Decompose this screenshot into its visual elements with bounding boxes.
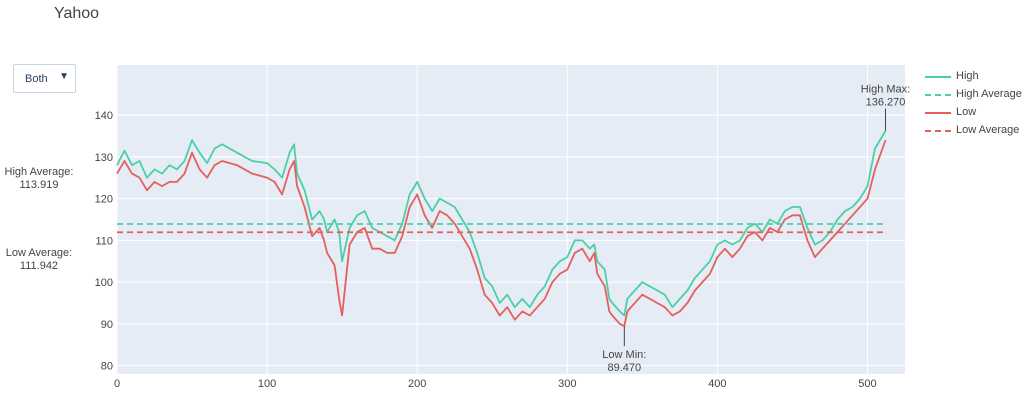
legend-label-high-average: High Average — [956, 88, 1022, 100]
legend-swatch-high-average — [925, 94, 951, 96]
series-select-dropdown[interactable]: Both ▼ — [13, 64, 76, 93]
y-tick-label: 110 — [95, 235, 113, 247]
y-tick-label: 100 — [95, 277, 113, 289]
y-tick-label: 140 — [95, 110, 113, 122]
plot-area — [117, 65, 905, 374]
high-average-value: 113.919 — [19, 179, 59, 191]
low-min-label: Low Min: — [602, 349, 646, 361]
dropdown-arrow-icon: ▼ — [59, 71, 69, 82]
high-average-annotation: High Average: 113.919 — [0, 166, 84, 192]
legend-swatch-low-average — [925, 130, 951, 132]
x-tick-label: 500 — [858, 378, 876, 390]
y-tick-label: 130 — [95, 152, 113, 164]
low-average-label: Low Average: — [5, 247, 73, 259]
high-average-label: High Average: — [4, 166, 74, 178]
y-tick-label: 120 — [95, 194, 113, 206]
low-average-annotation: Low Average: 111.942 — [0, 247, 84, 273]
x-tick-label: 400 — [708, 378, 726, 390]
y-tick-label: 90 — [101, 319, 113, 331]
x-tick-label: 200 — [408, 378, 426, 390]
legend-swatch-low — [925, 112, 951, 114]
chart-title: Yahoo — [54, 5, 100, 22]
x-tick-label: 100 — [258, 378, 276, 390]
x-tick-label: 0 — [114, 378, 120, 390]
dropdown-selected-label: Both — [25, 73, 48, 85]
series-line-high — [116, 130, 887, 317]
high-max-label: High Max: — [861, 84, 911, 96]
series-line-low — [116, 139, 887, 327]
legend-swatch-high — [925, 76, 951, 78]
low-average-value: 111.942 — [19, 260, 59, 272]
high-max-value: 136.270 — [866, 97, 906, 109]
x-tick-label: 300 — [558, 378, 576, 390]
low-min-value: 89.470 — [607, 362, 641, 374]
legend-label-high: High — [956, 70, 979, 82]
y-tick-label: 80 — [101, 361, 113, 373]
legend-label-low: Low — [956, 106, 977, 118]
legend-label-low-average: Low Average — [956, 124, 1020, 136]
